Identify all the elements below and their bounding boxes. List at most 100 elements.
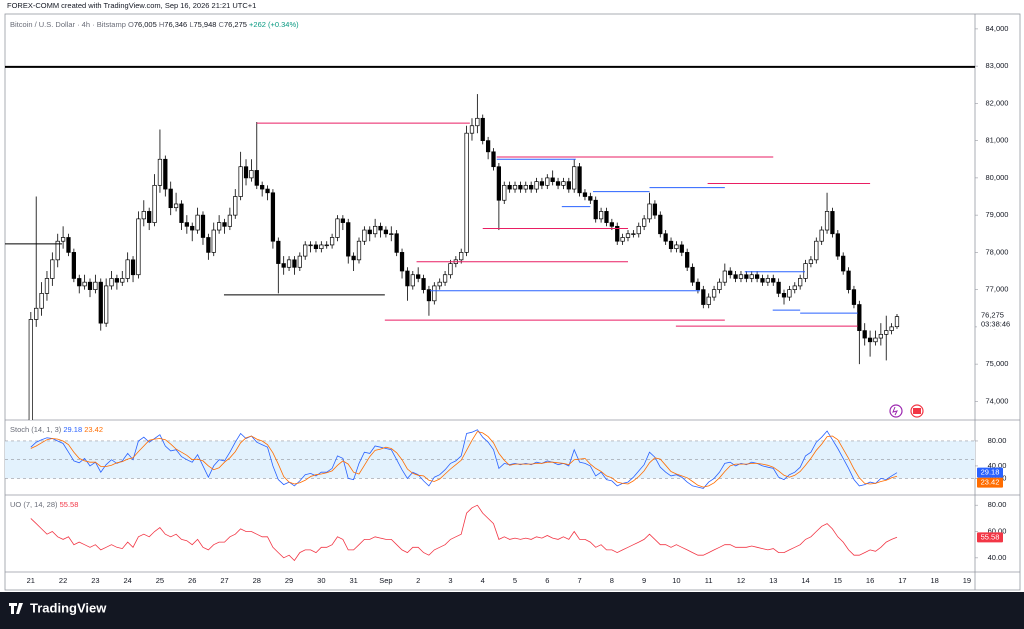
- indicator-value: 55.58: [60, 500, 79, 509]
- candle-body: [98, 281, 103, 324]
- y-tick-label: 83,000: [986, 61, 1009, 70]
- candle-body: [152, 184, 157, 223]
- candle-body: [873, 337, 878, 343]
- candle-body: [512, 184, 518, 190]
- indicator-pane: [30, 504, 898, 562]
- indicator-pane: [5, 429, 975, 489]
- indicator-line: [30, 504, 898, 562]
- candle-body: [685, 252, 690, 268]
- x-tick-label: 4: [481, 576, 485, 585]
- candle-body: [582, 192, 588, 197]
- candle-body: [652, 203, 658, 216]
- candle-body: [87, 281, 93, 290]
- value-box: [977, 467, 1003, 478]
- x-tick-label: 8: [610, 576, 614, 585]
- candle-body: [109, 278, 114, 287]
- candle-body: [421, 278, 426, 290]
- value-box-label: 29.18: [981, 468, 1000, 477]
- candle-body: [496, 166, 502, 201]
- candle-body: [303, 244, 308, 257]
- candle-body: [894, 316, 900, 328]
- candle-body: [432, 285, 437, 302]
- candle-body: [523, 184, 528, 190]
- candle-body: [141, 211, 146, 220]
- chart-icons: [889, 404, 924, 418]
- candle-body: [572, 166, 577, 190]
- candle-body: [679, 244, 684, 253]
- y-tick-label: 75,000: [986, 359, 1009, 368]
- x-tick-label: 21: [27, 576, 35, 585]
- x-tick-label: 6: [545, 576, 549, 585]
- candle-body: [190, 225, 195, 231]
- candle-body: [588, 196, 593, 201]
- candle-body: [631, 233, 636, 235]
- chart-frame: [4, 13, 1021, 591]
- candle-body: [808, 259, 814, 264]
- candle-body: [561, 181, 566, 186]
- candle-body: [781, 293, 787, 298]
- candle-body: [340, 218, 345, 223]
- candle-body: [222, 222, 227, 227]
- candle-body: [394, 233, 399, 253]
- candle-body: [545, 177, 550, 186]
- credit: FOREX-COMM created with TradingView.com,…: [7, 1, 256, 10]
- candle-body: [529, 184, 534, 190]
- candle-body: [168, 188, 173, 209]
- candle-body: [706, 296, 711, 305]
- candle-body: [744, 274, 749, 279]
- candle-body: [367, 229, 372, 235]
- candle-body: [722, 270, 727, 283]
- candle-body: [216, 222, 222, 231]
- x-tick-label: 25: [156, 576, 164, 585]
- candle-body: [442, 274, 448, 283]
- candle-body: [125, 259, 130, 279]
- legend-key: H: [159, 20, 164, 29]
- y-tick-label: 79,000: [986, 210, 1009, 219]
- candle-body: [620, 237, 625, 242]
- legend-key: O: [128, 20, 134, 29]
- y-tick-label: 80,000: [986, 173, 1009, 182]
- candle-body: [803, 263, 808, 279]
- indicator-legend: UO (7, 14, 28) 55.58: [10, 500, 78, 509]
- candle-body: [362, 229, 367, 242]
- candle-body: [604, 211, 609, 223]
- countdown: 03:38:46: [981, 320, 1010, 329]
- candle-body: [625, 233, 631, 238]
- candle-body: [851, 289, 857, 305]
- candle-body: [534, 181, 539, 190]
- candle-body: [179, 203, 184, 223]
- candle-body: [830, 211, 835, 235]
- legend-value: 76,275: [224, 20, 247, 29]
- value-box: [977, 532, 1003, 543]
- x-tick-label: Sep: [379, 576, 392, 585]
- last-price: 76,275: [981, 311, 1004, 320]
- candle-body: [884, 330, 889, 335]
- legend: Bitcoin / U.S. Dollar · 4h · Bitstamp O7…: [10, 20, 299, 29]
- candle-body: [55, 240, 60, 261]
- candle-body: [814, 240, 819, 261]
- candle-body: [104, 285, 109, 324]
- candle-body: [254, 170, 259, 186]
- candle-body: [615, 225, 620, 242]
- y-tick-label: 82,000: [986, 98, 1009, 107]
- candle-body: [378, 225, 383, 231]
- candle-body: [114, 278, 120, 283]
- candle-body: [701, 289, 706, 305]
- candle-body: [60, 237, 66, 242]
- indicator-line: [30, 429, 898, 489]
- candle-body: [292, 259, 297, 268]
- candle-body: [738, 274, 744, 279]
- candle-body: [485, 140, 491, 153]
- indicator-legend: Stoch (14, 1, 3) 29.18 23.42: [10, 425, 103, 434]
- candle-body: [34, 307, 39, 320]
- indicator-title: UO (7, 14, 28): [10, 500, 58, 509]
- candle-body: [862, 330, 867, 339]
- price-pane: [5, 65, 975, 420]
- candle-body: [157, 158, 163, 186]
- x-tick-label: 17: [898, 576, 906, 585]
- y-tick-label: 74,000: [986, 396, 1009, 405]
- candle-body: [324, 244, 329, 247]
- candle-body: [243, 166, 249, 179]
- candle-body: [792, 285, 797, 290]
- candle-body: [566, 181, 571, 190]
